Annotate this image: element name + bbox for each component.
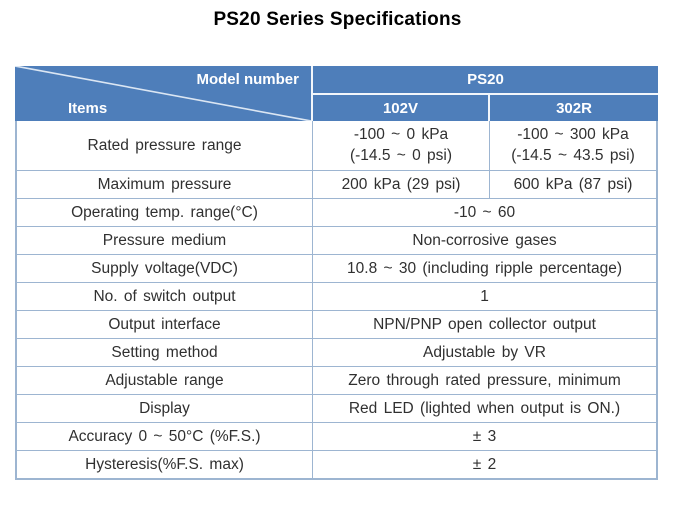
diagonal-line-icon bbox=[15, 66, 311, 121]
row-value: -10 ~ 60 bbox=[453, 203, 516, 221]
row-item-label: Setting method bbox=[17, 339, 313, 366]
row-value: 200 kPa (29 psi) bbox=[313, 171, 490, 198]
table-body: Rated pressure range -100 ~ 0 kPa (-14.5… bbox=[15, 121, 658, 480]
row-item-label: Maximum pressure bbox=[17, 171, 313, 198]
row-value: 10.8 ~ 30 (including ripple percentage) bbox=[347, 259, 622, 277]
model-number-label: Model number bbox=[196, 71, 299, 88]
table-row: Maximum pressure 200 kPa (29 psi) 600 kP… bbox=[17, 170, 656, 198]
column-header-label: 102V bbox=[382, 99, 419, 117]
table-row: Hysteresis(%F.S. max) ± 2 bbox=[17, 450, 656, 478]
row-value: -100 ~ 0 kPa (-14.5 ~ 0 psi) bbox=[313, 121, 490, 170]
table-header: Model number Items PS20 102V 302R bbox=[15, 66, 658, 121]
table-row: Supply voltage(VDC) 10.8 ~ 30 (including… bbox=[17, 254, 656, 282]
row-item-label: Accuracy 0 ~ 50°C (%F.S.) bbox=[17, 423, 313, 450]
column-header-label: 302R bbox=[556, 99, 592, 117]
table-row: Adjustable range Zero through rated pres… bbox=[17, 366, 656, 394]
row-item-label: Hysteresis(%F.S. max) bbox=[17, 451, 313, 478]
page-title: PS20 Series Specifications bbox=[213, 9, 462, 30]
column-header-302r: 302R bbox=[490, 95, 658, 121]
row-value: 1 bbox=[480, 287, 489, 305]
row-value: Zero through rated pressure, minimum bbox=[348, 371, 621, 389]
row-value: Red LED (lighted when output is ON.) bbox=[348, 399, 621, 417]
row-value: -100 ~ 300 kPa (-14.5 ~ 43.5 psi) bbox=[511, 126, 635, 164]
row-item-label: Operating temp. range(°C) bbox=[17, 199, 313, 226]
table-row: Display Red LED (lighted when output is … bbox=[17, 394, 656, 422]
table-row: Setting method Adjustable by VR bbox=[17, 338, 656, 366]
table-row: Rated pressure range -100 ~ 0 kPa (-14.5… bbox=[17, 121, 656, 170]
row-item-label: Rated pressure range bbox=[17, 121, 313, 170]
row-item-label: Output interface bbox=[17, 311, 313, 338]
row-item-label: Display bbox=[17, 395, 313, 422]
table-row: Operating temp. range(°C) -10 ~ 60 bbox=[17, 198, 656, 226]
row-item-label: Adjustable range bbox=[17, 367, 313, 394]
spec-table: Model number Items PS20 102V 302R Rated … bbox=[15, 66, 658, 480]
series-header: PS20 bbox=[313, 66, 658, 95]
series-label: PS20 bbox=[467, 71, 504, 88]
row-value: Non-corrosive gases bbox=[412, 231, 557, 249]
row-value: ± 3 bbox=[472, 427, 497, 445]
items-label: Items bbox=[68, 100, 108, 117]
row-item-label: No. of switch output bbox=[17, 283, 313, 310]
row-item-label: Supply voltage(VDC) bbox=[17, 255, 313, 282]
header-diagonal-cell: Model number Items bbox=[15, 66, 313, 121]
table-row: No. of switch output 1 bbox=[17, 282, 656, 310]
row-item-label: Pressure medium bbox=[17, 227, 313, 254]
column-header-102v: 102V bbox=[313, 95, 490, 121]
table-row: Accuracy 0 ~ 50°C (%F.S.) ± 3 bbox=[17, 422, 656, 450]
row-value: Adjustable by VR bbox=[423, 343, 546, 361]
row-value: NPN/PNP open collector output bbox=[373, 315, 596, 333]
table-row: Output interface NPN/PNP open collector … bbox=[17, 310, 656, 338]
row-value: ± 2 bbox=[472, 455, 497, 473]
row-value: 600 kPa (87 psi) bbox=[513, 175, 633, 193]
table-row: Pressure medium Non-corrosive gases bbox=[17, 226, 656, 254]
